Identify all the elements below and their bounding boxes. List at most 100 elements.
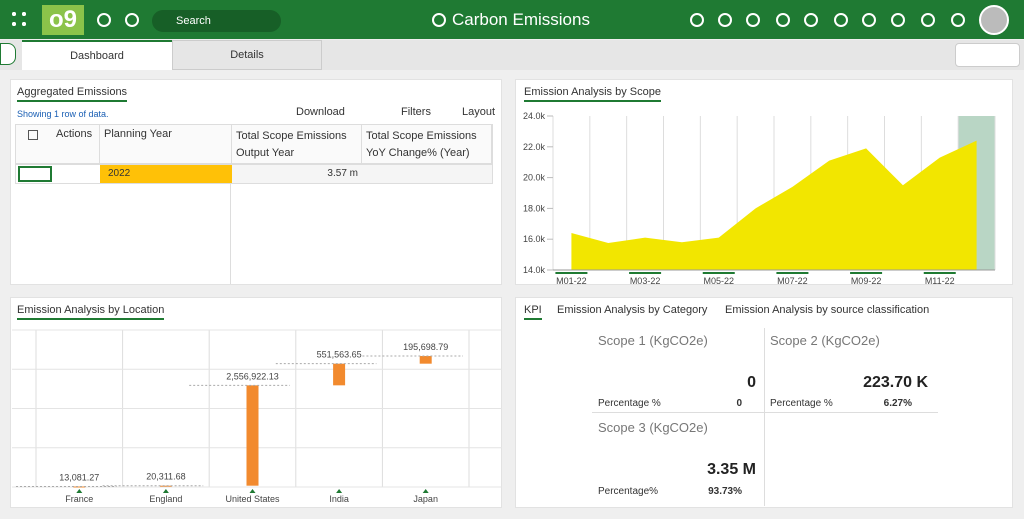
header-line: Output Year — [236, 147, 295, 159]
y-tick-label: 18.0k — [523, 203, 546, 213]
value-label: 20,311.68 — [146, 472, 185, 482]
x-tick-label: India — [329, 494, 349, 504]
apps-icon[interactable] — [12, 12, 26, 26]
grid-row: 2022 3.57 m — [15, 164, 493, 184]
kpi-pct-label: Percentage % — [770, 398, 833, 409]
kpi-value: 0 — [747, 374, 756, 391]
kpi-pct: 93.73% — [708, 486, 742, 497]
bar — [159, 485, 172, 487]
kpi-title: Scope 3 (KgCO2e) — [598, 420, 708, 435]
x-tick-underline — [850, 272, 883, 274]
x-tick-label: M09-22 — [851, 276, 882, 286]
back-icon[interactable] — [97, 13, 111, 27]
edit-icon[interactable] — [951, 13, 965, 27]
logo[interactable]: o9 — [42, 5, 84, 35]
column-header: Total Scope Emissions Output Year — [232, 125, 362, 163]
help-icon[interactable] — [891, 13, 905, 27]
x-tick-label: England — [149, 494, 182, 504]
comment-icon[interactable] — [834, 13, 848, 27]
kpi-pct-label: Percentage % — [598, 398, 661, 409]
bar — [419, 356, 432, 364]
page-title: Carbon Emissions — [452, 10, 590, 29]
value-cell[interactable]: 3.57 m — [232, 165, 362, 183]
panel-title: Emission Analysis by Location — [17, 304, 165, 320]
x-tick-underline — [923, 272, 956, 274]
grid-header: Actions Planning Year Total Scope Emissi… — [15, 124, 493, 164]
x-tick-label: United States — [225, 494, 280, 504]
x-tick-label: M05-22 — [703, 276, 734, 286]
x-tick-label: France — [65, 494, 93, 504]
x-tick-marker — [162, 489, 169, 493]
x-tick-marker — [336, 489, 343, 493]
y-tick-label: 20.0k — [523, 173, 546, 183]
area — [571, 140, 977, 270]
header-line: YoY Change% (Year) — [366, 147, 470, 159]
kpi-tab[interactable]: KPI — [524, 304, 542, 320]
kpi-panel: KPI Emission Analysis by Category Emissi… — [515, 297, 1013, 508]
expand-button[interactable] — [0, 43, 16, 65]
column-header: Planning Year — [100, 125, 232, 163]
x-tick-label: Japan — [413, 494, 438, 504]
header-line: Total Scope Emissions — [236, 130, 347, 142]
row-select[interactable] — [18, 166, 52, 182]
favorite-share[interactable] — [955, 43, 1020, 67]
bar — [246, 385, 259, 486]
year-cell[interactable]: 2022 — [100, 165, 232, 183]
header-line: Total Scope Emissions — [366, 130, 477, 142]
x-tick-underline — [776, 272, 809, 274]
kpi-title: Scope 2 (KgCO2e) — [770, 333, 880, 348]
kpi-value: 3.35 M — [707, 461, 756, 478]
info-text: Showing 1 row of data. — [17, 109, 109, 119]
search-box[interactable]: Search — [152, 10, 281, 32]
settings-icon[interactable] — [718, 13, 732, 27]
x-tick-label: M01-22 — [556, 276, 587, 286]
bar — [73, 486, 86, 488]
x-tick-label: M11-22 — [925, 276, 955, 286]
home-icon[interactable] — [125, 13, 139, 27]
kpi-title: Scope 1 (KgCO2e) — [598, 333, 708, 348]
tool-icon[interactable] — [746, 13, 760, 27]
kpi-pct-label: Percentage% — [598, 486, 659, 497]
panel-title: Emission Analysis by Scope — [524, 86, 661, 102]
bar — [333, 363, 346, 386]
gauge-icon — [432, 13, 446, 27]
filters-button[interactable]: Filters — [401, 106, 431, 118]
download-icon[interactable] — [690, 13, 704, 27]
value-label: 2,556,922.13 — [226, 371, 279, 381]
kpi-tab[interactable]: Emission Analysis by Category — [557, 304, 708, 316]
y-tick-label: 24.0k — [523, 111, 546, 121]
header: o9 Search Carbon Emissions — [0, 0, 1024, 39]
x-tick-underline — [629, 272, 662, 274]
kpi-tab[interactable]: Emission Analysis by source classificati… — [725, 304, 930, 316]
y-tick-label: 22.0k — [523, 142, 546, 152]
x-tick-marker — [422, 489, 429, 493]
column-header: Total Scope Emissions YoY Change% (Year) — [362, 125, 492, 163]
x-tick-label: M03-22 — [630, 276, 661, 286]
upload-icon[interactable] — [776, 13, 790, 27]
avatar[interactable] — [979, 5, 1009, 35]
layout-button[interactable]: Layout — [462, 106, 496, 118]
value-label: 551,563.65 — [317, 350, 362, 360]
kpi-value: 223.70 K — [863, 374, 928, 391]
list-icon[interactable] — [804, 13, 818, 27]
tab-bar: Dashboard Details — [0, 40, 1024, 70]
aggregated-panel: Aggregated Emissions Showing 1 row of da… — [10, 79, 502, 285]
value-label: 195,698.79 — [403, 342, 448, 352]
divider — [592, 412, 938, 413]
checkbox[interactable] — [28, 130, 38, 140]
column-divider — [230, 184, 231, 284]
tab[interactable]: Details — [172, 40, 322, 70]
kpi-pct: 0 — [736, 398, 742, 409]
refresh-icon[interactable] — [862, 13, 876, 27]
divider — [764, 328, 765, 506]
x-tick-underline — [555, 272, 588, 274]
book-icon[interactable] — [921, 13, 935, 27]
download-button[interactable]: Download — [296, 106, 345, 118]
panel-title: Aggregated Emissions — [17, 86, 128, 102]
tab[interactable]: Dashboard — [22, 40, 172, 70]
value-cell[interactable] — [362, 165, 492, 183]
x-tick-marker — [249, 489, 256, 493]
x-tick-marker — [76, 489, 83, 493]
y-tick-label: 16.0k — [523, 234, 546, 244]
